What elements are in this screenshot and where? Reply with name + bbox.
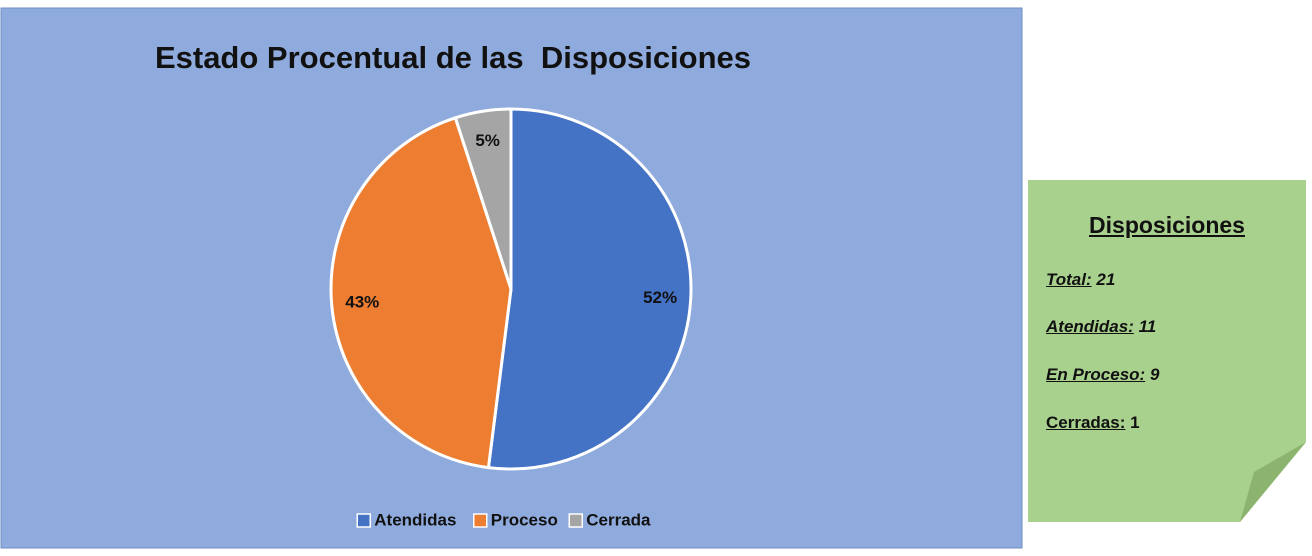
item-value: 1 (1130, 413, 1140, 432)
pie-slice (453, 107, 513, 290)
card-body (1028, 180, 1306, 522)
pie-slice (329, 115, 513, 470)
legend-label: Cerrada (586, 510, 651, 529)
item-label: Total: (1046, 270, 1092, 289)
chart: Estado Procentual de las Disposiciones 5… (0, 7, 1023, 549)
pie-slice (486, 107, 693, 471)
card-item: Cerradas: 1 (1046, 413, 1140, 433)
item-value: 11 (1138, 317, 1157, 336)
data-label: 43% (345, 293, 379, 312)
legend-label: Atendidas (374, 510, 456, 529)
card-item: Atendidas: 11 (1046, 317, 1156, 337)
item-label: Cerradas: (1046, 413, 1126, 432)
item-label: Atendidas: (1046, 317, 1134, 336)
card-item: Total: 21 (1046, 270, 1115, 290)
card-fold (1240, 442, 1306, 522)
data-label: 5% (475, 131, 500, 150)
legend-swatch (568, 513, 583, 528)
card-shape (1028, 180, 1306, 522)
data-label: 52% (643, 288, 677, 307)
card-item: En Proceso: 9 (1046, 365, 1159, 385)
legend-swatch (356, 513, 371, 528)
card-title: Disposiciones (1089, 212, 1245, 238)
summary-card: Disposiciones Total: 21 Atendidas: 11 En… (1028, 180, 1306, 522)
legend-swatch (473, 513, 488, 528)
item-value: 9 (1149, 365, 1160, 384)
legend-label: Proceso (491, 510, 558, 529)
item-label: En Proceso: (1046, 365, 1146, 384)
item-value: 21 (1096, 270, 1116, 289)
chart-title: Estado Procentual de las Disposiciones (155, 40, 751, 75)
